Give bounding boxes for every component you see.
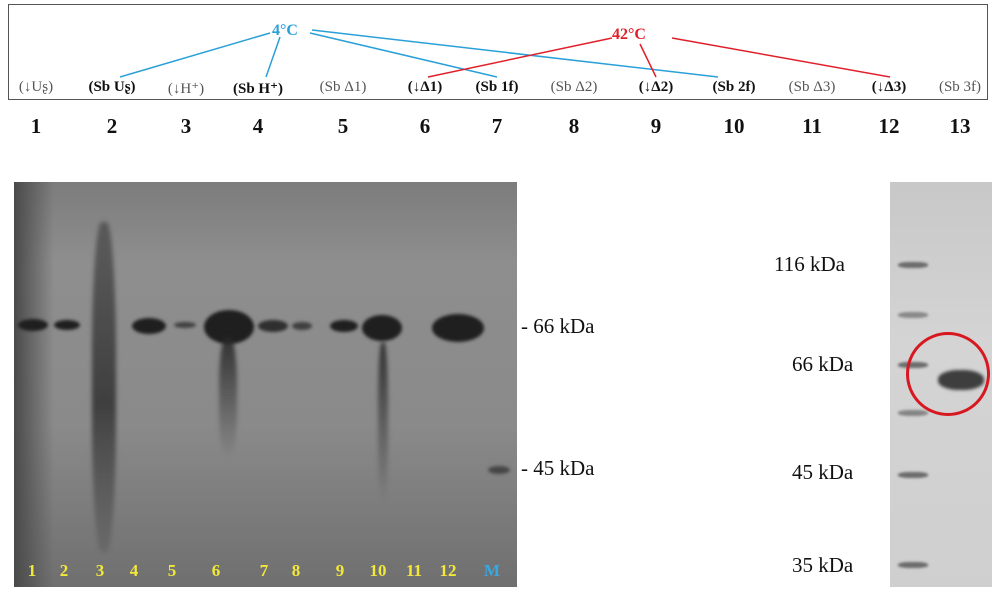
lane-number: 13 (949, 114, 971, 138)
left-marker-66-kda: - 66 kDa (521, 314, 595, 338)
gel-lane-number: 2 (59, 561, 69, 580)
lane-label: (Sb Δ3) (788, 79, 836, 95)
lane-label: (Sb 1f) (475, 79, 519, 95)
gel-band (258, 320, 288, 332)
lane-label: (↓Δ1) (407, 79, 443, 95)
gel-band (54, 320, 80, 330)
sds-page-gel: 1 2 3 4 5 6 7 8 9 10 11 12 M (14, 182, 517, 587)
ladder-band (898, 410, 928, 416)
lane-label: (↓Δ2) (638, 79, 674, 95)
gel-marker-lane-label: M (483, 561, 501, 580)
gel-band (432, 314, 484, 342)
gel-lane-number: 7 (259, 561, 269, 580)
left-marker-45-kda: - 45 kDa (521, 456, 595, 480)
gel-lane-number: 10 (369, 561, 387, 580)
lane-number: 10 (723, 114, 745, 138)
gel-smear (378, 342, 388, 502)
lane-label: (↓Uʂ) (18, 79, 54, 95)
gel-band (330, 320, 358, 332)
lane-number: 9 (650, 114, 662, 138)
gel-band (132, 318, 166, 334)
lane-number: 8 (568, 114, 580, 138)
ladder-band (898, 472, 928, 478)
lane-number: 12 (878, 114, 900, 138)
lane-legend-box (8, 4, 988, 100)
lane-number: 4 (252, 114, 264, 138)
lane-label: (Sb Δ2) (550, 79, 598, 95)
gel-lane-number: 12 (439, 561, 457, 580)
gel-band (362, 315, 402, 341)
gel-lane-number: 9 (335, 561, 345, 580)
gel-lane-number: 8 (291, 561, 301, 580)
gel-lane-number: 11 (405, 561, 423, 580)
ladder-band (898, 262, 928, 268)
right-marker-45-kda: 45 kDa (792, 460, 854, 484)
lane-label: (↓H⁺) (167, 81, 205, 97)
lane-label: (Sb H⁺) (232, 81, 284, 97)
lane-number: 2 (106, 114, 118, 138)
lane-label: (Sb Δ1) (319, 79, 367, 95)
lane-label: (Sb Uʂ) (88, 79, 136, 95)
lane-number: 7 (491, 114, 503, 138)
gel-lane-number: 6 (211, 561, 221, 580)
gel-smear (219, 337, 237, 457)
gel-smear (92, 222, 116, 552)
lane-label: (Sb 2f) (712, 79, 756, 95)
lane-number: 1 (30, 114, 42, 138)
lane-number: 6 (419, 114, 431, 138)
gel-lane-number: 4 (129, 561, 139, 580)
lane-label: (↓Δ3) (871, 79, 907, 95)
lane-number: 3 (180, 114, 192, 138)
temperature-4c-label: 4°C (272, 22, 298, 39)
right-marker-66-kda: 66 kDa (792, 352, 854, 376)
gel-band (18, 319, 48, 331)
highlight-circle (906, 332, 990, 416)
lane-number: 11 (802, 114, 822, 138)
lane-number: 5 (337, 114, 349, 138)
ladder-band (898, 562, 928, 568)
gel-band (292, 322, 312, 330)
gel-lane-number: 3 (95, 561, 105, 580)
lane-label: (Sb 3f) (938, 79, 982, 95)
right-marker-116-kda: 116 kDa (774, 252, 845, 276)
gel-lane-number: 5 (167, 561, 177, 580)
right-marker-35-kda: 35 kDa (792, 553, 854, 577)
ladder-band (898, 312, 928, 318)
gel-lane-number: 1 (27, 561, 37, 580)
gel-band (174, 322, 196, 328)
temperature-42c-label: 42°C (612, 26, 646, 43)
gel-band (488, 466, 510, 474)
